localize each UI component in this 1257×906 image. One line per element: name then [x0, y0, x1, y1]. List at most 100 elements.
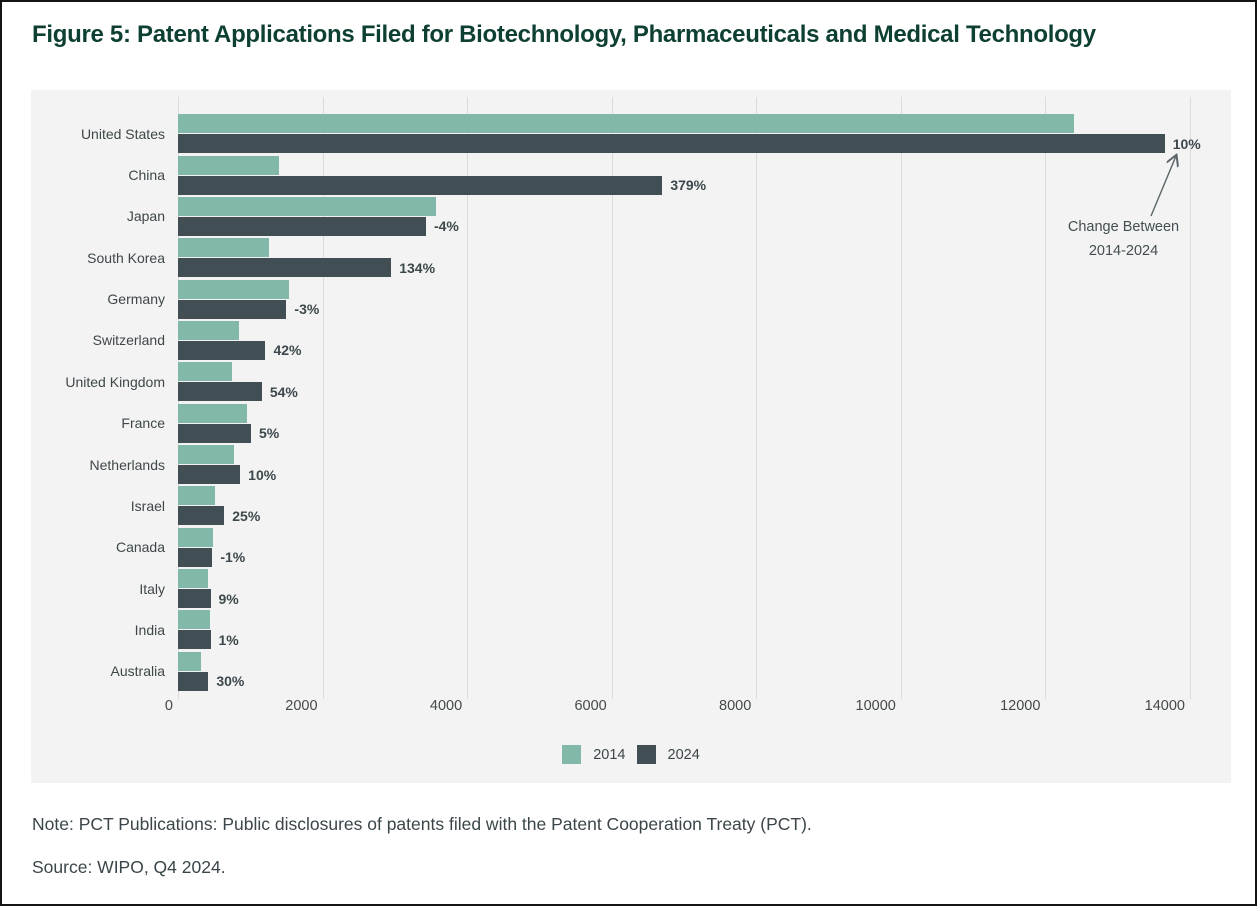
percent-change-label: 10%	[1172, 135, 1201, 152]
legend-swatch-2014	[562, 745, 582, 764]
bar-2024: 10%	[178, 465, 276, 485]
bar-2024: -1%	[178, 547, 245, 567]
bar-pair: 5%	[178, 403, 1190, 444]
x-tick-label: 6000	[574, 698, 607, 714]
annotation-line2: 2014-2024	[1088, 243, 1159, 259]
x-tick-label: 10000	[855, 698, 896, 714]
bar-pair: -1%	[178, 527, 1190, 568]
legend-label-2014: 2014	[593, 746, 626, 763]
bar-pair: 9%	[178, 568, 1190, 609]
gridline	[756, 97, 758, 699]
percent-change-label: -3%	[294, 301, 320, 318]
bar-2014	[178, 651, 202, 671]
country-label: Switzerland	[92, 332, 165, 349]
country-label: Germany	[107, 291, 165, 308]
annotation-line1: Change Between	[1067, 219, 1180, 235]
x-tick-label: 12000	[1000, 698, 1041, 714]
percent-change-label: -4%	[433, 218, 459, 235]
country-label: United States	[80, 125, 165, 142]
legend: 2014 2024	[31, 745, 1231, 764]
percent-change-label: 25%	[232, 507, 261, 524]
gridline	[1190, 97, 1191, 699]
note-text: Note: PCT Publications: Public disclosur…	[32, 814, 812, 834]
country-row: Netherlands 10%	[31, 444, 1190, 485]
bar-2024: 134%	[178, 258, 435, 278]
percent-change-label: 10%	[248, 466, 277, 483]
figure-title: Figure 5: Patent Applications Filed for …	[32, 21, 1096, 48]
percent-change-label: 42%	[273, 342, 302, 359]
bar-2024: 9%	[178, 589, 239, 609]
source-text: Source: WIPO, Q4 2024.	[32, 857, 226, 877]
country-row: United Kingdom 54%	[31, 361, 1190, 402]
country-label: China	[128, 167, 165, 184]
bar-2024: 25%	[178, 506, 260, 526]
annotation-arrow-icon	[1150, 148, 1189, 217]
bar-2014	[178, 279, 290, 299]
country-label: Italy	[139, 580, 165, 597]
x-tick-label: 0	[164, 698, 173, 714]
country-label: United Kingdom	[65, 373, 165, 390]
country-row: China 379%	[31, 154, 1190, 195]
bar-2024: 379%	[178, 175, 706, 195]
country-row: Canada -1%	[31, 527, 1190, 568]
bar-2024: 30%	[178, 671, 244, 691]
country-row: Japan -4%	[31, 196, 1190, 237]
legend-label-2024: 2024	[667, 746, 700, 763]
country-label: Israel	[130, 497, 165, 514]
gridline	[611, 97, 613, 699]
gridline	[900, 97, 902, 699]
x-tick-label: 4000	[429, 698, 463, 714]
country-label: Japan	[126, 208, 165, 225]
country-row: Germany -3%	[31, 278, 1190, 319]
percent-change-label: 5%	[259, 425, 280, 442]
country-label: France	[121, 415, 165, 432]
country-row: United States 10%	[31, 113, 1201, 154]
bar-pair: 1%	[178, 609, 1190, 650]
bar-2024: 5%	[178, 423, 279, 443]
bar-pair: 10%	[178, 113, 1201, 154]
chart-panel: United States 10% China 379% Japan -4% South K…	[31, 90, 1231, 783]
x-tick-label: 8000	[719, 698, 752, 714]
country-row: South Korea 134%	[31, 237, 1190, 278]
bar-2014	[178, 114, 1075, 134]
bar-2014	[178, 238, 270, 258]
bar-2024: 54%	[178, 382, 298, 402]
country-row: Israel 25%	[31, 485, 1190, 526]
gridline	[322, 97, 324, 699]
x-tick-label: 2000	[285, 698, 318, 714]
percent-change-label: 1%	[218, 631, 239, 648]
bar-2014	[178, 196, 437, 216]
percent-change-label: 134%	[399, 259, 436, 276]
legend-item-2024: 2024	[636, 745, 700, 764]
country-label: Netherlands	[89, 456, 166, 473]
percent-change-label: -1%	[220, 549, 246, 566]
bar-2024: -3%	[178, 299, 319, 319]
country-row: France 5%	[31, 403, 1190, 444]
percent-change-label: 379%	[670, 177, 707, 194]
bar-2014	[178, 569, 208, 589]
bar-pair: 54%	[178, 361, 1190, 402]
bar-pair: -4%	[178, 196, 1190, 237]
percent-change-label: 9%	[218, 590, 239, 607]
bar-2024: 1%	[178, 630, 239, 650]
country-label: India	[134, 621, 165, 638]
bar-2014	[178, 362, 233, 382]
bar-pair: 379%	[178, 154, 1190, 195]
bar-2014	[178, 445, 235, 465]
bar-pair: -3%	[178, 278, 1190, 319]
change-annotation: Change Between 2014-2024	[1051, 215, 1196, 263]
bar-2014	[178, 527, 213, 547]
country-label: Australia	[110, 663, 165, 680]
bar-2024: 42%	[178, 340, 301, 360]
country-row: Australia 30%	[31, 651, 1190, 692]
bar-pair: 10%	[178, 444, 1190, 485]
bar-pair: 30%	[178, 651, 1190, 692]
bar-2024: -4%	[178, 216, 459, 236]
bar-pair: 25%	[178, 485, 1190, 526]
percent-change-label: 54%	[269, 383, 298, 400]
country-label: Canada	[115, 539, 165, 556]
country-row: India 1%	[31, 609, 1190, 650]
bar-pair: 42%	[178, 320, 1190, 361]
bar-2014	[178, 403, 248, 423]
